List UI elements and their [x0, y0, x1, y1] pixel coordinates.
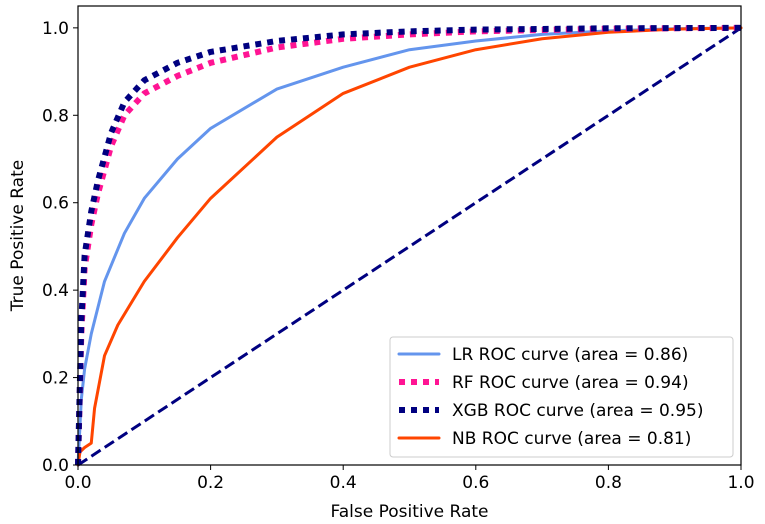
y-tick-label: 0.2 [42, 369, 69, 389]
y-tick-label: 0.0 [42, 456, 69, 476]
legend-label: NB ROC curve (area = 0.81) [452, 429, 691, 449]
y-tick-label: 1.0 [42, 19, 69, 39]
x-tick-label: 0.6 [462, 473, 489, 493]
x-tick-label: 0.4 [330, 473, 357, 493]
x-tick-label: 0.0 [64, 473, 91, 493]
legend-label: LR ROC curve (area = 0.86) [452, 345, 688, 365]
series-line-chance [77, 26, 742, 467]
y-tick-label: 0.4 [42, 281, 69, 301]
plot-area [75, 5, 743, 467]
series-line-xgb [75, 24, 742, 466]
legend-item: XGB ROC curve (area = 0.95) [399, 401, 703, 421]
legend-item: LR ROC curve (area = 0.86) [397, 345, 688, 365]
x-axis-label: False Positive Rate [331, 502, 489, 522]
y-axis-label: True Positive Rate [8, 160, 28, 312]
legend-label: XGB ROC curve (area = 0.95) [452, 401, 703, 421]
series-layer [75, 24, 743, 467]
y-tick-label: 0.8 [42, 106, 69, 126]
series-line-nb [76, 26, 743, 467]
legend-item: RF ROC curve (area = 0.94) [399, 373, 689, 393]
legend: LR ROC curve (area = 0.86) RF ROC curve (… [389, 336, 734, 458]
legend-items: LR ROC curve (area = 0.86) RF ROC curve (… [397, 345, 703, 449]
series-line-lr [76, 26, 743, 467]
legend-box [389, 336, 734, 458]
legend-item: NB ROC curve (area = 0.81) [397, 429, 691, 449]
axes-frame [77, 5, 742, 466]
x-tick-label: 1.0 [727, 473, 754, 493]
legend-label: RF ROC curve (area = 0.94) [452, 373, 689, 393]
x-tick-label: 0.2 [197, 473, 224, 493]
x-tick-label: 0.8 [595, 473, 622, 493]
y-tick-label: 0.6 [42, 194, 69, 214]
ticks-layer: 0.0 0.2 0.4 0.6 0.8 1.0 0.0 0.2 0.4 0.6 0.8 1.0 [42, 19, 755, 493]
